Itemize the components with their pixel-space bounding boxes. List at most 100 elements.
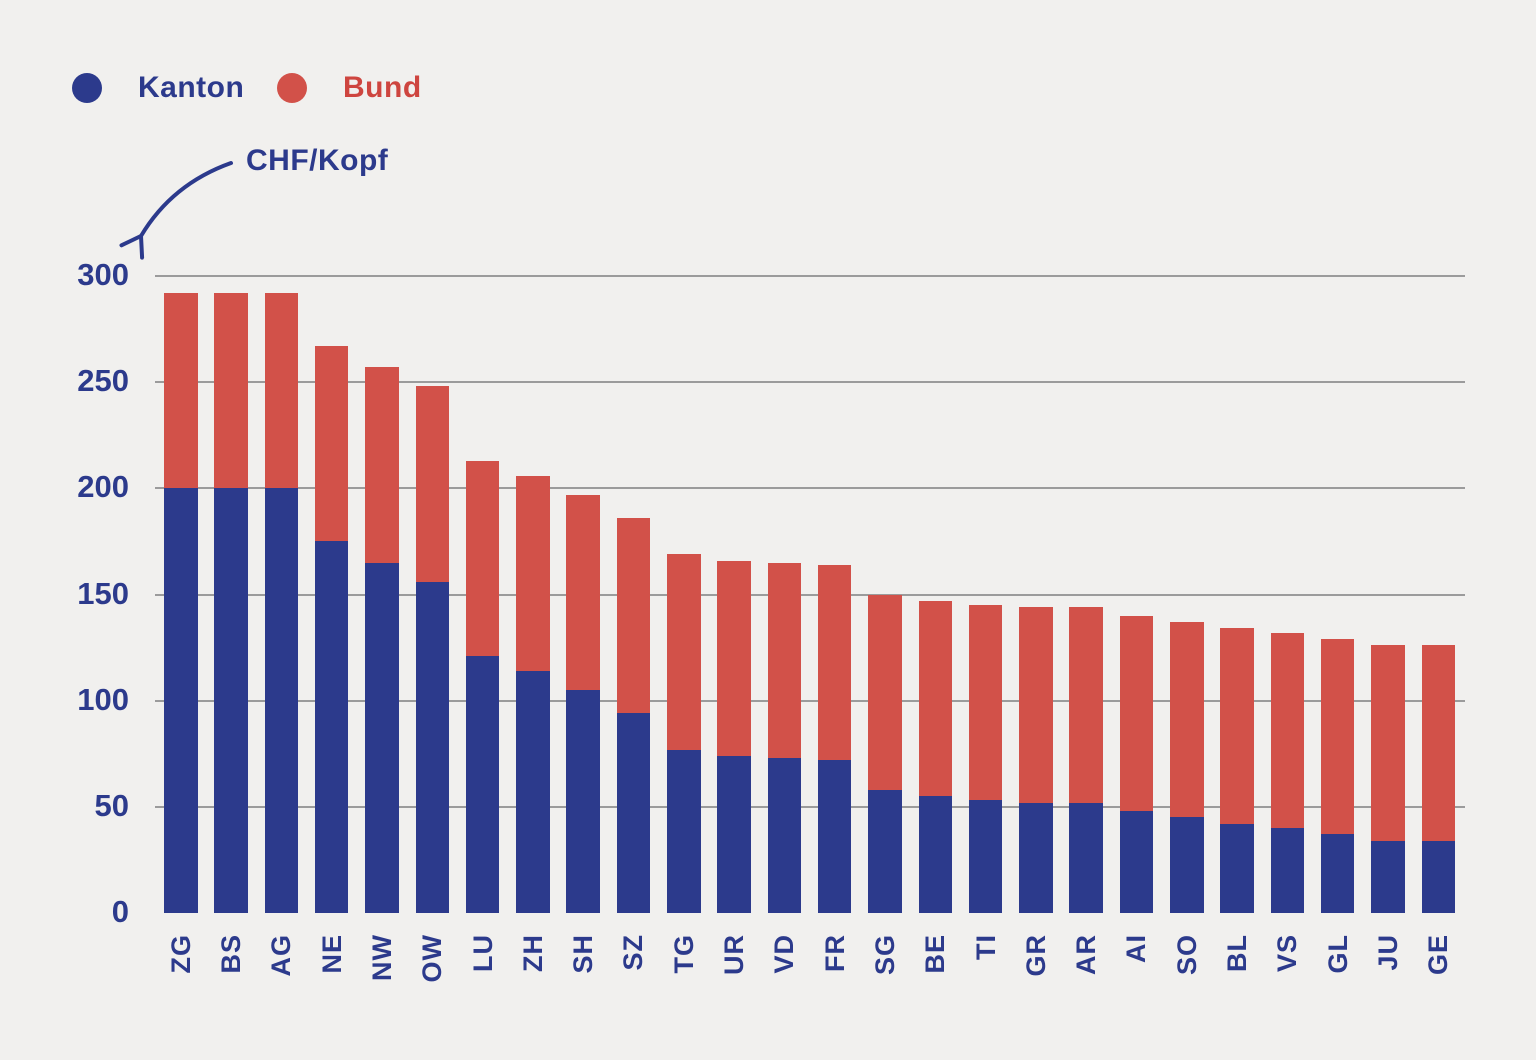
- bar-BE-kanton-segment: [918, 796, 952, 913]
- bar-TI-bund-segment: [968, 605, 1003, 801]
- bar-AR-bund-segment: [1069, 607, 1103, 803]
- x-axis-label-AG: AG: [266, 934, 297, 977]
- bar-AG: [264, 293, 299, 913]
- bar-BS: [214, 293, 248, 913]
- gridline-200: [155, 487, 1465, 490]
- bar-SO-kanton-segment: [1170, 817, 1204, 913]
- bar-BL-bund-segment: [1220, 628, 1254, 824]
- gridline-100: [155, 699, 1465, 702]
- bar-VS-kanton-segment: [1270, 828, 1305, 913]
- bar-AI-kanton-segment: [1119, 811, 1154, 913]
- bar-TI: [968, 605, 1003, 913]
- bar-TI-kanton-segment: [968, 800, 1003, 913]
- gridline-50: [155, 805, 1465, 808]
- y-axis-label-0: 0: [111, 894, 129, 929]
- bar-ZH: [516, 475, 550, 913]
- bar-TG-kanton-segment: [667, 749, 701, 913]
- x-axis-label-VD: VD: [769, 934, 800, 974]
- x-axis-label-UR: UR: [719, 934, 750, 975]
- x-axis-label-GL: GL: [1322, 934, 1353, 974]
- bar-NE: [314, 346, 349, 913]
- bar-OW: [415, 386, 449, 913]
- bund-legend-dot-icon: [277, 73, 307, 103]
- y-axis-label-200: 200: [77, 469, 129, 505]
- x-axis-label-SO: SO: [1171, 934, 1202, 976]
- bund-legend-label: Bund: [343, 71, 422, 104]
- bar-SZ-bund-segment: [616, 518, 651, 714]
- x-axis-label-BS: BS: [216, 934, 247, 974]
- bar-NW-bund-segment: [365, 367, 399, 563]
- bar-VD-kanton-segment: [767, 758, 802, 913]
- bar-VD: [767, 562, 802, 913]
- x-axis-label-BL: BL: [1222, 934, 1253, 972]
- x-axis-label-NW: NW: [366, 934, 397, 981]
- kanton-legend-label: Kanton: [138, 71, 245, 104]
- x-axis-label-OW: OW: [417, 934, 448, 983]
- bar-NE-kanton-segment: [314, 541, 349, 913]
- bar-ZH-kanton-segment: [516, 670, 550, 913]
- bar-TG-bund-segment: [667, 554, 701, 750]
- bar-GR-kanton-segment: [1019, 802, 1053, 913]
- bar-BE: [918, 600, 952, 913]
- bar-AI-bund-segment: [1119, 615, 1154, 812]
- bar-SZ: [616, 518, 651, 913]
- bar-GE: [1421, 645, 1455, 913]
- bar-GE-bund-segment: [1421, 645, 1455, 841]
- bar-AR: [1069, 607, 1103, 913]
- bar-UR-bund-segment: [717, 560, 751, 756]
- bar-SZ-kanton-segment: [616, 713, 651, 913]
- kanton-legend-dot-icon: [72, 73, 102, 103]
- x-axis-label-BE: BE: [920, 934, 951, 974]
- bar-SH-kanton-segment: [566, 690, 600, 913]
- bar-BS-kanton-segment: [214, 488, 248, 913]
- y-axis-label-150: 150: [77, 575, 129, 611]
- bar-SG: [868, 594, 902, 913]
- bar-VS: [1270, 632, 1305, 913]
- legend-item-bund: Bund: [277, 71, 422, 105]
- x-axis-label-SZ: SZ: [618, 934, 649, 971]
- x-axis-label-AI: AI: [1121, 934, 1152, 963]
- x-axis-label-AR: AR: [1071, 934, 1102, 975]
- bar-UR-kanton-segment: [717, 755, 751, 913]
- gridline-150: [155, 593, 1465, 596]
- bar-NW-kanton-segment: [365, 562, 399, 913]
- y-axis-label-50: 50: [94, 787, 129, 823]
- x-axis-label-ZH: ZH: [517, 934, 548, 972]
- x-axis-label-FR: FR: [819, 934, 850, 972]
- x-axis-label-SH: SH: [568, 934, 599, 974]
- gridline-300: [155, 275, 1465, 277]
- bar-JU-kanton-segment: [1371, 840, 1405, 913]
- bar-AI: [1119, 615, 1154, 913]
- bar-GL: [1320, 639, 1355, 913]
- bar-GE-kanton-segment: [1421, 840, 1455, 913]
- bar-AR-kanton-segment: [1069, 802, 1103, 913]
- bar-NW: [365, 367, 399, 913]
- chf-kopf-annotation: CHF/Kopf: [246, 144, 389, 177]
- bar-SH: [566, 494, 600, 913]
- bar-OW-bund-segment: [415, 386, 449, 582]
- bar-LU-bund-segment: [465, 460, 500, 657]
- bar-OW-kanton-segment: [415, 581, 449, 913]
- bar-GR-bund-segment: [1019, 607, 1053, 803]
- bar-FR-bund-segment: [817, 564, 852, 761]
- x-axis-label-JU: JU: [1372, 934, 1403, 971]
- y-axis-label-250: 250: [77, 363, 129, 399]
- y-axis-label-300: 300: [77, 257, 129, 292]
- bar-ZG-kanton-segment: [164, 488, 198, 913]
- bar-SG-bund-segment: [868, 594, 902, 790]
- bar-JU: [1371, 645, 1405, 913]
- bar-BL-kanton-segment: [1220, 823, 1254, 913]
- bar-VS-bund-segment: [1270, 632, 1305, 829]
- bar-BS-bund-segment: [214, 293, 248, 489]
- bar-FR: [817, 564, 852, 913]
- bar-AG-bund-segment: [264, 293, 299, 489]
- bar-NE-bund-segment: [314, 346, 349, 542]
- bar-SG-kanton-segment: [868, 789, 902, 913]
- x-axis-label-TI: TI: [970, 934, 1001, 960]
- gridline-250: [155, 381, 1465, 384]
- bar-BE-bund-segment: [918, 600, 952, 797]
- bar-BL: [1220, 628, 1254, 913]
- bar-ZG: [164, 293, 198, 913]
- bar-LU: [465, 460, 500, 913]
- bar-SH-bund-segment: [566, 494, 600, 691]
